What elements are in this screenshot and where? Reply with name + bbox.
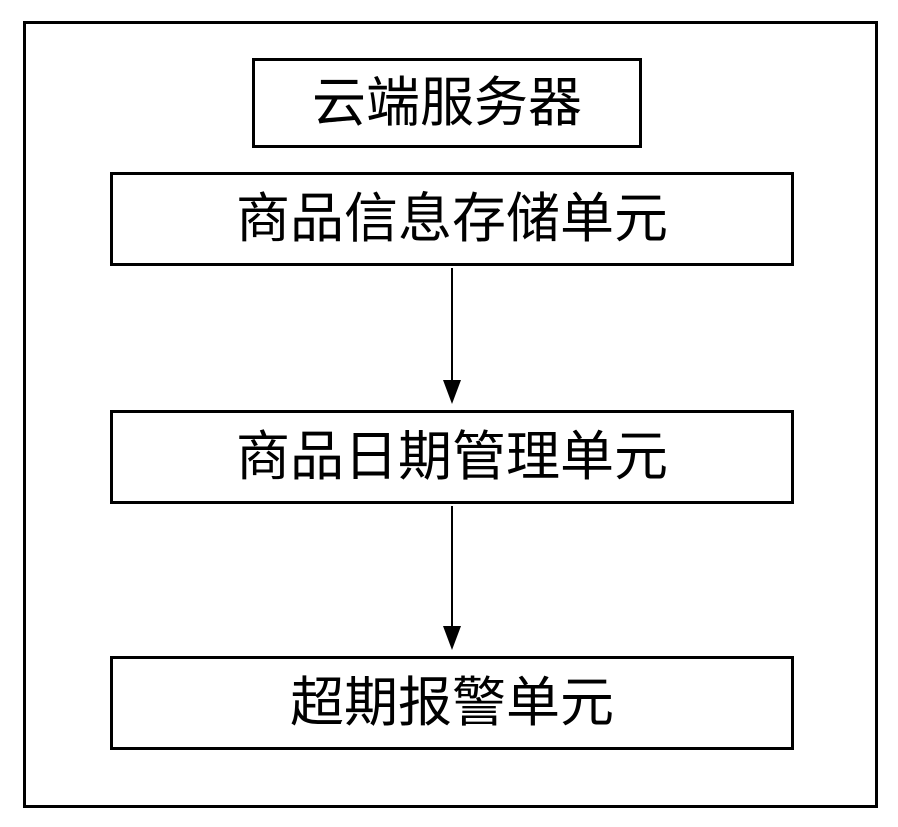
edge-storage-to-date — [432, 266, 472, 406]
node-title-label: 云端服务器 — [312, 76, 582, 130]
node-date-label: 商品日期管理单元 — [236, 430, 668, 484]
node-storage-label: 商品信息存储单元 — [236, 192, 668, 246]
arrow-head-icon — [443, 626, 461, 650]
diagram-canvas: 云端服务器 商品信息存储单元 商品日期管理单元 超期报警单元 — [0, 0, 898, 827]
arrow-head-icon — [443, 380, 461, 404]
node-alarm: 超期报警单元 — [110, 656, 794, 750]
node-storage: 商品信息存储单元 — [110, 172, 794, 266]
node-date: 商品日期管理单元 — [110, 410, 794, 504]
edge-date-to-alarm — [432, 504, 472, 652]
node-title: 云端服务器 — [252, 58, 642, 148]
node-alarm-label: 超期报警单元 — [290, 676, 614, 730]
